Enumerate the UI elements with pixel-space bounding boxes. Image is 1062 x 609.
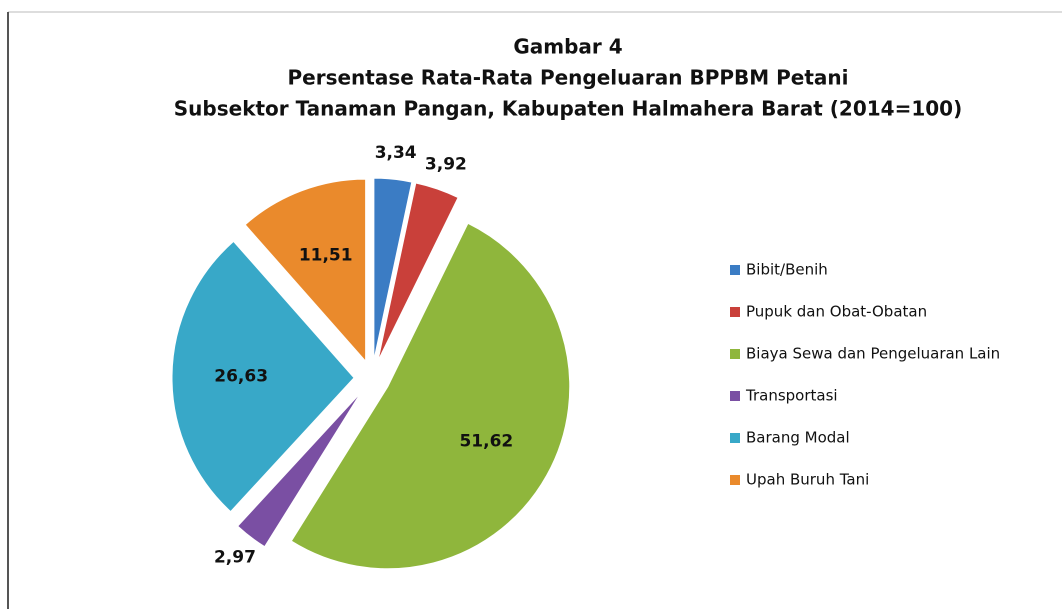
legend-label: Transportasi	[745, 387, 838, 405]
legend-label: Upah Buruh Tani	[746, 471, 869, 489]
data-label: 51,62	[459, 432, 513, 452]
pie-slice	[373, 177, 413, 361]
pie-slice	[171, 240, 355, 513]
pie-slice	[244, 178, 367, 363]
data-label: 26,63	[214, 367, 268, 387]
legend-swatch	[730, 433, 740, 443]
pie-slice	[236, 391, 362, 548]
legend-label: Pupuk dan Obat-Obatan	[746, 303, 927, 321]
legend-swatch	[730, 265, 740, 275]
chart-title: Subsektor Tanaman Pangan, Kabupaten Halm…	[174, 97, 962, 121]
chart-title: Persentase Rata-Rata Pengeluaran BPPBM P…	[288, 66, 849, 90]
legend-swatch	[730, 475, 740, 485]
legend-label: Bibit/Benih	[746, 261, 828, 279]
pie-slice	[290, 222, 571, 570]
legend-swatch	[730, 391, 740, 401]
legend-label: Biaya Sewa dan Pengeluaran Lain	[746, 345, 1000, 363]
legend-swatch	[730, 307, 740, 317]
data-label: 11,51	[299, 246, 353, 266]
data-label: 2,97	[214, 548, 256, 568]
chart-title: Gambar 4	[513, 35, 622, 59]
data-label: 3,92	[425, 154, 467, 174]
legend-swatch	[730, 349, 740, 359]
data-label: 3,34	[375, 143, 417, 163]
pie-slice	[377, 182, 459, 362]
legend-label: Barang Modal	[746, 429, 850, 447]
